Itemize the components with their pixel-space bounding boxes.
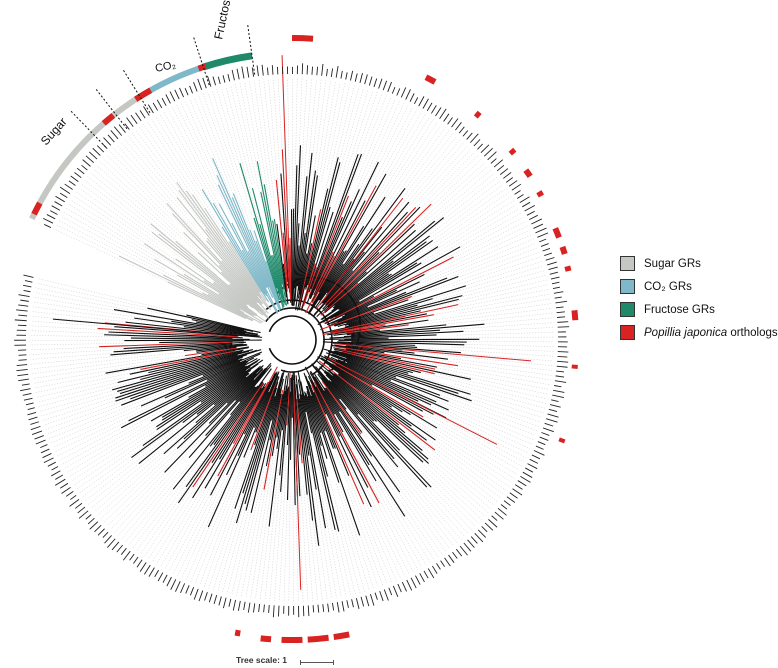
clade-boundary-line: [247, 25, 256, 75]
tree-branches: [52, 55, 532, 590]
co2-swatch: [620, 279, 635, 294]
popillia-ortholog-mark: [571, 310, 579, 321]
popillia-clade-segment: [134, 87, 153, 102]
popillia-clade-segment: [101, 113, 116, 126]
popillia-ortholog-mark: [508, 147, 517, 156]
co2-clade-label: CO₂: [154, 59, 177, 75]
popillia-ortholog-mark: [260, 635, 272, 643]
popillia-ortholog-mark: [523, 168, 533, 179]
fructose-swatch: [620, 302, 635, 317]
clade-boundary-line: [95, 89, 128, 130]
popillia-ortholog-mark: [559, 245, 568, 255]
legend-item-popillia: Popillia japonica orthologs: [620, 324, 778, 341]
clade-boundary-line: [123, 70, 151, 113]
legend-item-co2: CO₂ GRs: [620, 278, 778, 295]
popillia-ortholog-mark: [564, 265, 572, 272]
popillia-ortholog-mark: [424, 74, 437, 85]
popillia-swatch: [620, 325, 635, 340]
popillia-ortholog-mark: [536, 190, 545, 198]
legend: Sugar GRs CO₂ GRs Fructose GRs Popillia …: [620, 255, 778, 347]
popillia-ortholog-mark: [307, 634, 329, 643]
tree-scale-bar: [300, 660, 334, 665]
tree-scale-label: Tree scale: 1: [236, 655, 288, 665]
popillia-ortholog-marks: [234, 35, 579, 643]
legend-label: Sugar GRs: [644, 257, 701, 270]
sugar-clade-label: Sugar: [38, 115, 70, 148]
popillia-ortholog-mark: [473, 110, 482, 119]
popillia-clade-segment: [31, 201, 43, 216]
popillia-ortholog-mark: [291, 35, 314, 42]
clade-boundary-line: [193, 37, 210, 86]
legend-label: CO₂ GRs: [644, 280, 692, 293]
sugar-clade-arc: [29, 94, 142, 220]
legend-item-fructose: Fructose GRs: [620, 301, 778, 318]
popillia-ortholog-mark: [558, 437, 566, 444]
fructose-clade-arc: [202, 52, 253, 71]
clade-boundary-line: [70, 110, 107, 148]
popillia-ortholog-mark: [234, 629, 241, 637]
popillia-ortholog-mark: [333, 631, 350, 641]
tip-leader-lines: [29, 77, 554, 602]
popillia-ortholog-mark: [552, 227, 562, 239]
fructose-clade-label: Fructose: [211, 0, 234, 41]
legend-label: Fructose GRs: [644, 303, 715, 316]
sugar-swatch: [620, 256, 635, 271]
popillia-clade-segment: [197, 63, 207, 72]
legend-label: Popillia japonica orthologs: [644, 327, 778, 339]
species-name: Popillia japonica: [644, 326, 728, 339]
legend-suffix: orthologs: [727, 326, 778, 339]
outer-label-ring: [14, 63, 570, 618]
clade-annotation-arcs: [29, 25, 256, 220]
legend-item-sugar: Sugar GRs: [620, 255, 778, 272]
